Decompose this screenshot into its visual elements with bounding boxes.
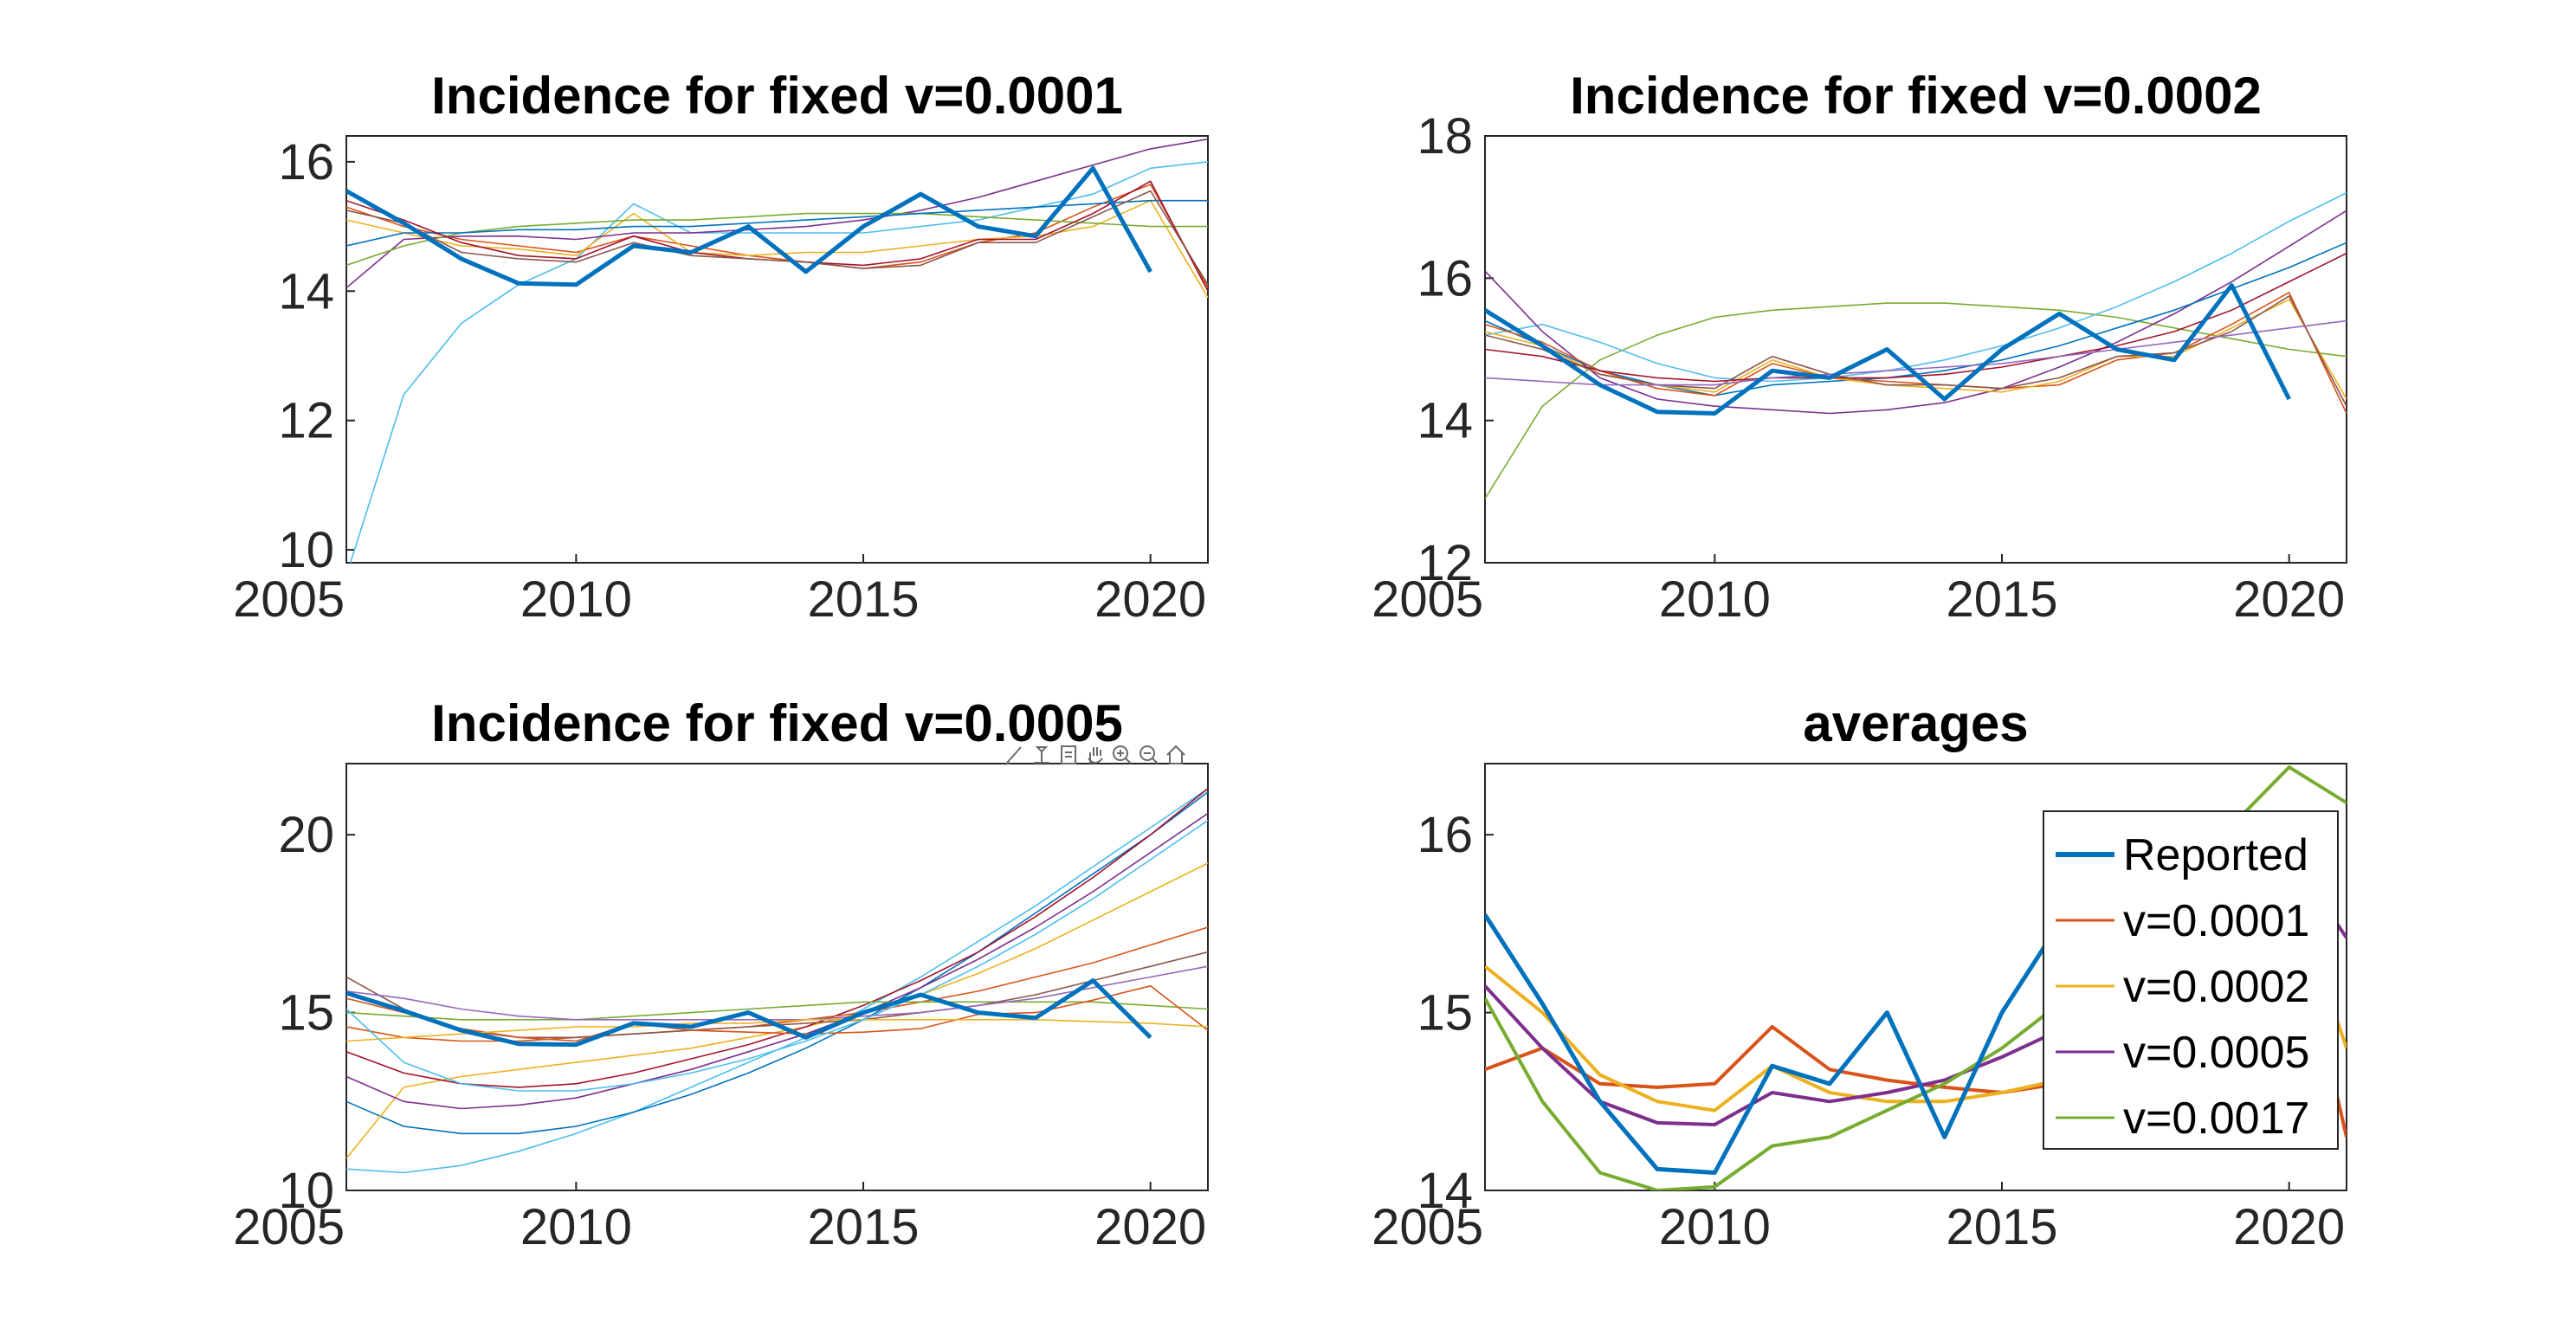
y-tick-label: 10	[278, 1163, 334, 1219]
simulation-line	[1485, 295, 2347, 407]
legend[interactable]: Reported v=0.0001 v=0.0002 v=0.0005 v=0.0017	[2043, 810, 2339, 1150]
y-tick-label: 12	[1417, 535, 1473, 591]
x-tick-label: 2020	[2233, 571, 2345, 628]
axes-box	[345, 763, 1209, 1191]
axes-box	[345, 135, 1209, 564]
simulation-line	[346, 985, 1208, 1042]
reported-line	[346, 165, 1152, 287]
data-tips-icon[interactable]	[1034, 746, 1049, 764]
simulation-line	[346, 199, 1208, 299]
chart-title: averages	[1803, 694, 2028, 752]
simulation-line	[346, 965, 1208, 1021]
y-tick-label: 16	[1417, 250, 1473, 306]
x-tick-label: 2015	[807, 1199, 919, 1255]
x-tick-label: 2020	[2233, 1199, 2345, 1255]
subplot-4: 2005 2010 2015 2020 14 15 16 averages Reported v=…	[1372, 694, 2347, 1255]
x-tick-label: 2010	[1659, 1199, 1771, 1255]
x-tick-label: 2010	[1659, 571, 1771, 628]
reported-line	[1485, 283, 2291, 416]
axes-box	[1484, 135, 2347, 564]
simulation-line	[346, 862, 1208, 1159]
subplot-1: 2005 2010 2015 2020 10 12 14 16 Incidence for fi…	[233, 67, 1209, 628]
legend-box	[2043, 810, 2339, 1150]
simulation-line	[346, 788, 1208, 1088]
legend-entry: v=0.0002	[2123, 962, 2309, 1012]
legend-entry: v=0.0005	[2123, 1028, 2309, 1078]
legend-entry: v=0.0001	[2123, 896, 2309, 946]
reported-line	[346, 978, 1152, 1048]
plot-area	[346, 138, 1208, 563]
legend-entry: v=0.0017	[2123, 1093, 2309, 1144]
legend-entry: Reported	[2123, 830, 2308, 880]
plot-area	[1485, 191, 2347, 500]
zoom-out-icon[interactable]	[1140, 745, 1159, 764]
simulation-line	[346, 1019, 1208, 1042]
x-tick-label: 2005	[233, 1199, 345, 1255]
y-tick-label: 12	[278, 393, 334, 449]
y-tick-label: 15	[278, 985, 334, 1042]
y-tick-label: 20	[278, 807, 334, 863]
x-tick-label: 2010	[520, 571, 632, 628]
axes-toolbar[interactable]	[1004, 745, 1185, 765]
simulation-line	[346, 1001, 1208, 1021]
simulation-line	[1485, 319, 2347, 386]
x-tick-label: 2020	[1094, 571, 1206, 628]
x-tick-label: 2015	[1946, 571, 2057, 628]
subplot-3: 2005 2010 2015 2020 10 15 20 Incidence for fixe…	[233, 694, 1209, 1255]
x-tick-label: 2005	[233, 571, 345, 628]
x-tick-label: 2005	[1372, 571, 1483, 628]
y-tick-label: 15	[1417, 985, 1473, 1042]
simulation-line	[1485, 210, 2347, 415]
pan-icon[interactable]	[1088, 747, 1103, 764]
chart-title: Incidence for fixed v=0.0001	[431, 67, 1123, 125]
x-tick-label: 2015	[1946, 1199, 2057, 1255]
brush-icon[interactable]	[1004, 746, 1022, 765]
chart-title: Incidence for fixed v=0.0005	[431, 694, 1123, 752]
y-tick-label: 14	[1417, 393, 1473, 449]
y-tick-label: 14	[1417, 1163, 1473, 1219]
simulation-line	[1485, 302, 2347, 500]
simulation-line	[346, 812, 1208, 1110]
simulation-line	[346, 212, 1208, 267]
home-icon[interactable]	[1166, 745, 1185, 764]
export-icon[interactable]	[1061, 745, 1076, 764]
simulation-line	[346, 820, 1208, 1092]
y-tick-label: 16	[1417, 807, 1473, 863]
y-tick-label: 16	[278, 134, 334, 190]
x-tick-label: 2020	[1094, 1199, 1206, 1255]
chart-title: Incidence for fixed v=0.0002	[1570, 67, 2262, 125]
y-tick-label: 18	[1417, 108, 1473, 164]
zoom-in-icon[interactable]	[1113, 745, 1132, 764]
simulation-line	[346, 791, 1208, 1135]
simulation-line	[346, 184, 1208, 288]
x-tick-label: 2015	[807, 571, 919, 628]
simulation-line	[346, 138, 1208, 289]
simulation-line	[346, 190, 1208, 286]
plot-area	[346, 788, 1208, 1174]
x-tick-label: 2010	[520, 1199, 632, 1255]
x-tick-label: 2005	[1372, 1199, 1483, 1255]
subplot-2: 2005 2010 2015 2020 12 14 16 18 Incidence for fi…	[1372, 67, 2347, 628]
y-tick-label: 10	[278, 522, 334, 578]
simulation-line	[1485, 191, 2347, 383]
y-tick-label: 14	[278, 263, 334, 319]
